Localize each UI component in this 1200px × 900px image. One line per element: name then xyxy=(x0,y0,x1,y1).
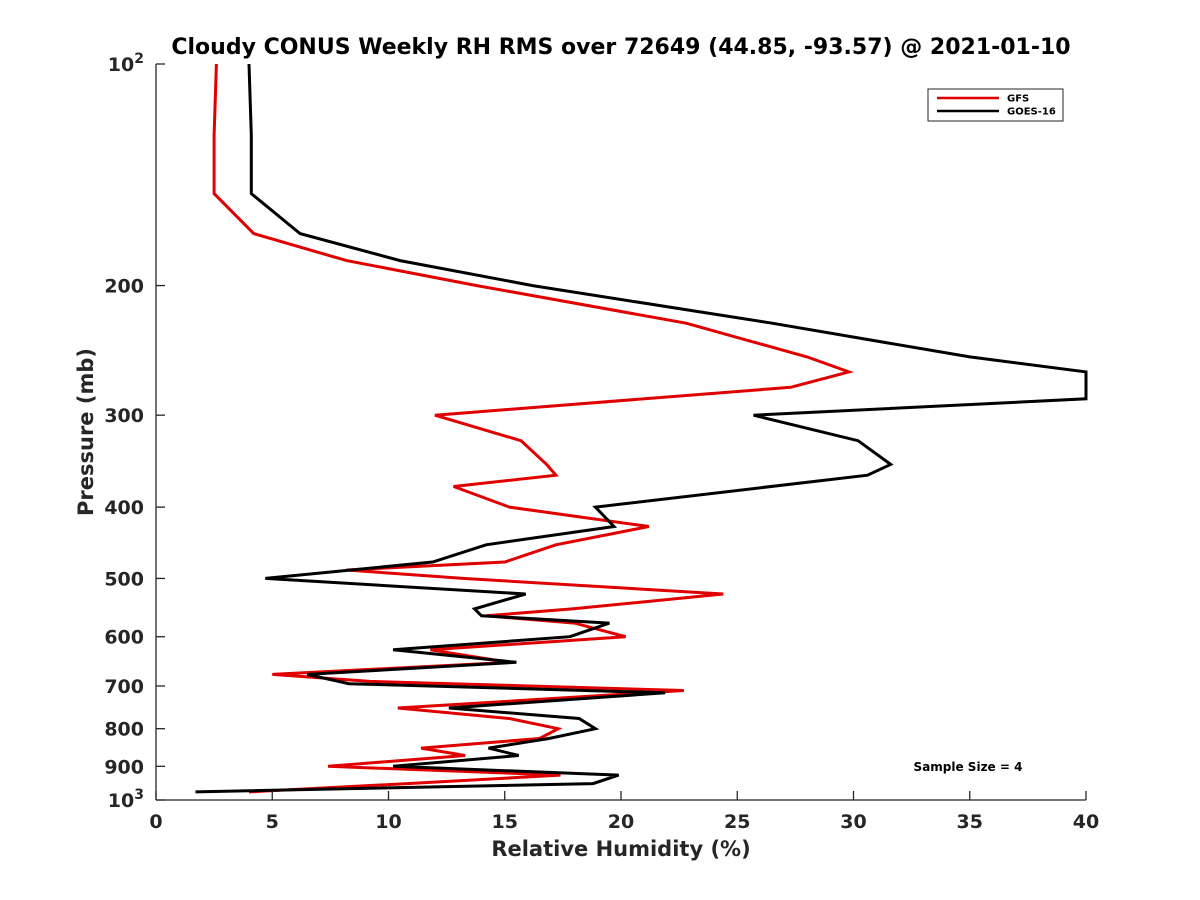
y-tick-label: 103 xyxy=(108,787,144,812)
sample-size-annotation: Sample Size = 4 xyxy=(914,760,1023,774)
y-tick-label: 102 xyxy=(108,51,144,76)
x-tick-label: 15 xyxy=(492,811,518,833)
y-tick-label: 400 xyxy=(104,497,144,519)
x-tick-label: 35 xyxy=(957,811,983,833)
y-tick-label: 800 xyxy=(104,719,144,741)
legend-label-goes-16: GOES-16 xyxy=(1007,107,1056,118)
x-tick-label: 20 xyxy=(608,811,634,833)
y-tick-label: 900 xyxy=(104,756,144,778)
series-line-goes-16 xyxy=(195,63,1088,794)
axis-ticks: 0 5 10 15 20 25 30 35 40 102 200 300 400 500 600 700 800… xyxy=(104,51,1099,833)
chart-title: Cloudy CONUS Weekly RH RMS over 72649 (4… xyxy=(171,35,1070,60)
y-tick-label: 300 xyxy=(104,405,144,427)
y-tick-label: 500 xyxy=(104,568,144,590)
x-tick-label: 5 xyxy=(266,811,279,833)
x-tick-label: 25 xyxy=(724,811,750,833)
x-tick-label: 0 xyxy=(149,811,162,833)
x-tick-label: 40 xyxy=(1073,811,1099,833)
data-series xyxy=(195,63,1088,794)
y-axis-label: Pressure (mb) xyxy=(74,348,98,516)
y-tick-label: 200 xyxy=(104,276,144,298)
x-tick-label: 10 xyxy=(375,811,401,833)
y-tick-label: 600 xyxy=(104,627,144,649)
legend-box xyxy=(927,88,1064,122)
legend-label-gfs: GFS xyxy=(1007,94,1029,105)
legend: GFS GOES-16 xyxy=(927,88,1064,122)
y-tick-label: 700 xyxy=(104,676,144,698)
x-tick-label: 30 xyxy=(840,811,866,833)
x-axis-label: Relative Humidity (%) xyxy=(491,837,750,861)
series-line-gfs xyxy=(212,63,854,794)
